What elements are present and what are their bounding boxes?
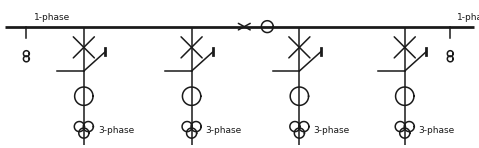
Text: 3-phase: 3-phase: [419, 126, 455, 135]
Text: 1-phase: 1-phase: [34, 13, 70, 22]
Text: 3-phase: 3-phase: [313, 126, 350, 135]
Text: 1-phase: 1-phase: [457, 13, 479, 22]
Text: 3-phase: 3-phase: [205, 126, 242, 135]
Text: 3-phase: 3-phase: [98, 126, 134, 135]
